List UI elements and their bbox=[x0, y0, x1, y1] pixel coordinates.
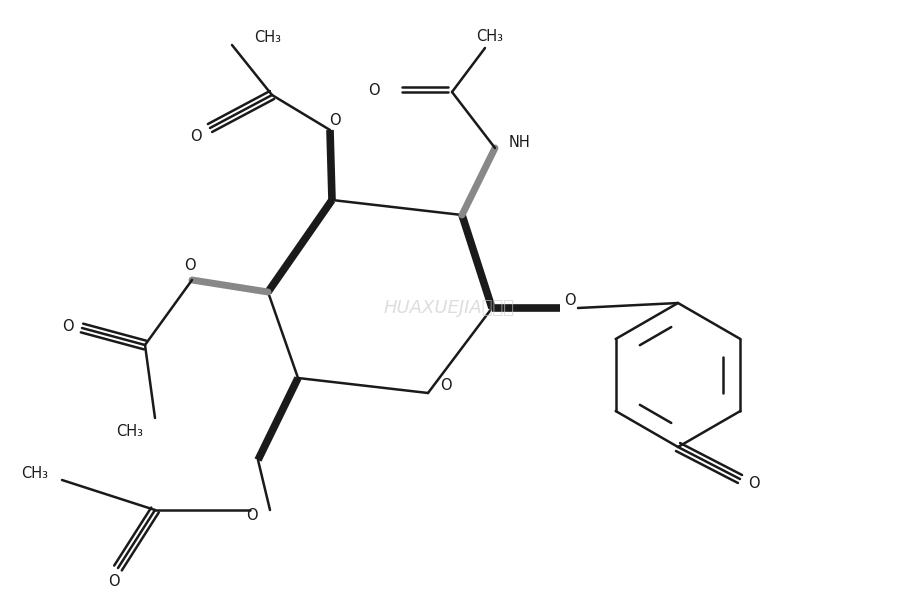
Text: O: O bbox=[564, 293, 576, 307]
Text: O: O bbox=[246, 508, 258, 524]
Text: O: O bbox=[748, 477, 760, 492]
Text: O: O bbox=[330, 113, 341, 128]
Text: HUAXUEJIA化学加: HUAXUEJIA化学加 bbox=[383, 299, 515, 317]
Text: CH₃: CH₃ bbox=[477, 28, 504, 44]
Text: NH: NH bbox=[509, 134, 531, 150]
Text: O: O bbox=[368, 83, 380, 97]
Text: CH₃: CH₃ bbox=[116, 424, 143, 439]
Text: O: O bbox=[440, 378, 452, 392]
Text: O: O bbox=[184, 257, 196, 272]
Text: O: O bbox=[62, 318, 74, 333]
Text: CH₃: CH₃ bbox=[21, 466, 48, 482]
Text: CH₃: CH₃ bbox=[254, 30, 281, 44]
Text: O: O bbox=[108, 575, 119, 590]
Text: O: O bbox=[190, 129, 202, 144]
